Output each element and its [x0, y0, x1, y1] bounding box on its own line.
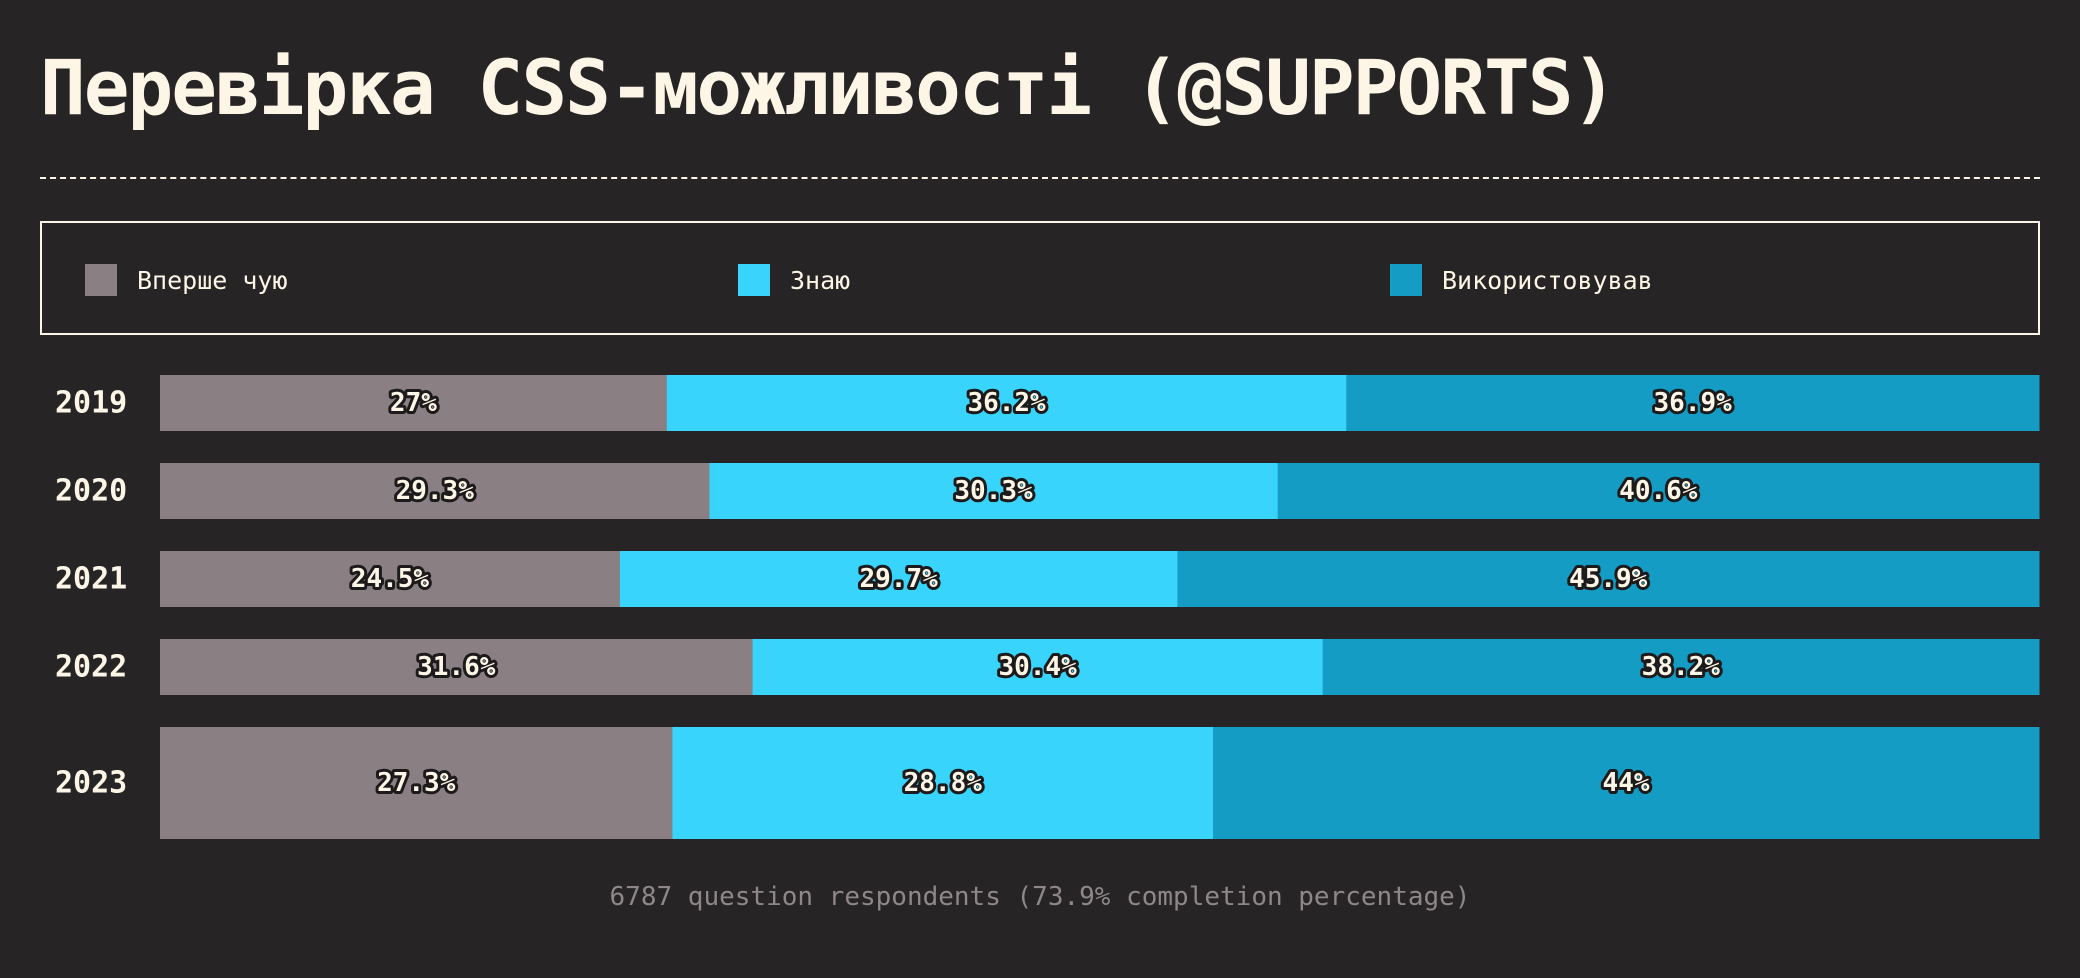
data-label-2023-series-1: 28.8% [904, 768, 983, 798]
data-label-2022-series-2: 38.2% [1642, 652, 1721, 682]
data-label-2019-series-1: 36.2% [967, 388, 1046, 418]
data-label-2021-series-2: 45.9% [1569, 564, 1648, 594]
bar-segment-2021-series-2[interactable] [1177, 551, 2040, 607]
bar-segment-2023-series-2[interactable] [1213, 727, 2040, 839]
bar-segment-2023-series-0[interactable] [160, 727, 673, 839]
bar-segment-2019-series-0[interactable] [160, 375, 668, 431]
chart-title: Перевірка CSS-можливості (@SUPPORTS) [40, 43, 1617, 132]
bar-segment-2022-series-0[interactable] [160, 639, 754, 695]
respondents-footer: 6787 question respondents (73.9% complet… [609, 882, 1471, 912]
legend-swatch-know [738, 264, 770, 296]
legend-item-know[interactable]: Знаю [738, 264, 850, 296]
bar-segment-2021-series-1[interactable] [619, 551, 1178, 607]
legend: Вперше чую Знаю Використовував [40, 221, 2040, 335]
bar-segment-2019-series-1[interactable] [666, 375, 1347, 431]
data-label-2023-series-2: 44% [1603, 768, 1650, 798]
legend-swatch-first-hear [85, 264, 117, 296]
data-label-2021-series-1: 29.7% [860, 564, 939, 594]
data-label-2020-series-1: 30.3% [954, 476, 1033, 506]
y-axis-label-2022: 2022 [55, 650, 127, 685]
legend-item-first-hear[interactable]: Вперше чую [85, 264, 288, 296]
bar-segment-2022-series-1[interactable] [752, 639, 1324, 695]
y-axis-label-2020: 2020 [55, 474, 127, 509]
bar-segment-2020-series-1[interactable] [709, 463, 1279, 519]
legend-label-first-hear: Вперше чую [137, 265, 288, 295]
legend-swatch-used [1390, 264, 1422, 296]
y-axis-label-2023: 2023 [55, 766, 127, 801]
bar-segment-2023-series-1[interactable] [672, 727, 1214, 839]
data-label-2021-series-0: 24.5% [351, 564, 430, 594]
legend-label-know: Знаю [790, 265, 851, 295]
bar-segment-2020-series-2[interactable] [1277, 463, 2040, 519]
data-label-2023-series-0: 27.3% [377, 768, 456, 798]
legend-item-used[interactable]: Використовував [1390, 264, 1653, 296]
bar-segment-2019-series-2[interactable] [1346, 375, 2040, 431]
data-label-2020-series-2: 40.6% [1619, 476, 1698, 506]
data-label-2019-series-2: 36.9% [1654, 388, 1733, 418]
data-label-2019-series-0: 27% [390, 388, 437, 418]
legend-label-used: Використовував [1442, 265, 1653, 295]
bar-segment-2020-series-0[interactable] [160, 463, 710, 519]
data-label-2020-series-0: 29.3% [396, 476, 475, 506]
bar-segment-2022-series-2[interactable] [1322, 639, 2040, 695]
data-label-2022-series-1: 30.4% [998, 652, 1077, 682]
y-axis-label-2021: 2021 [55, 562, 127, 597]
bar-segment-2021-series-0[interactable] [160, 551, 621, 607]
data-label-2022-series-0: 31.6% [417, 652, 496, 682]
title-divider [40, 177, 2040, 179]
y-axis-label-2019: 2019 [55, 386, 127, 421]
